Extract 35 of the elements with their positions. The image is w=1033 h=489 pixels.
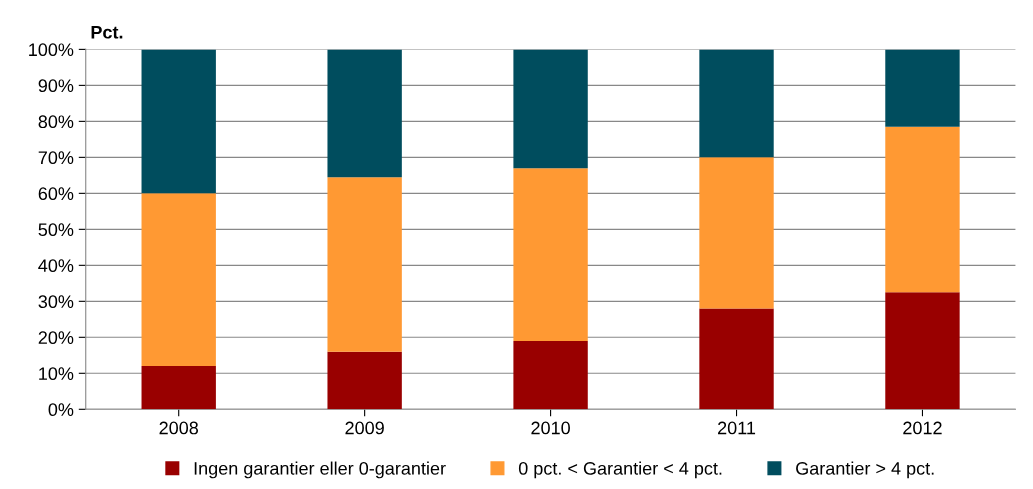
legend-label: Garantier > 4 pct. <box>796 461 934 479</box>
bar <box>141 193 216 367</box>
y-tick-label: 90% <box>38 79 74 93</box>
x-tick-label: 2010 <box>531 421 570 435</box>
bar <box>141 49 216 194</box>
legend-label: 0 pct. < Garantier < 4 pct. <box>518 461 722 479</box>
x-tick-label: 2011 <box>718 421 756 435</box>
bar <box>141 366 216 410</box>
x-tick-label: 2008 <box>159 421 199 435</box>
y-tick-label: 60% <box>38 187 74 201</box>
bar <box>885 126 960 293</box>
x-tick-label: 2009 <box>345 421 384 435</box>
bar <box>513 340 588 410</box>
bar <box>327 49 402 178</box>
y-tick-label: 0% <box>48 403 74 417</box>
y-tick-label: 40% <box>38 259 74 273</box>
x-tick-label: 2012 <box>903 421 942 435</box>
bar <box>699 308 774 410</box>
bar <box>885 49 960 127</box>
legend-label: Ingen garantier eller 0-garantier <box>194 461 446 479</box>
bar <box>699 49 774 158</box>
y-tick-label: 50% <box>38 223 74 237</box>
y-tick-label: 30% <box>38 295 74 309</box>
bar <box>699 157 774 309</box>
y-axis-title: Pct. <box>91 26 123 39</box>
bar <box>513 49 588 169</box>
bar <box>327 177 402 352</box>
y-tick-label: 10% <box>39 367 74 381</box>
bar <box>513 168 588 341</box>
bar <box>327 351 402 410</box>
bar <box>885 292 960 410</box>
y-tick-label: 80% <box>38 115 74 129</box>
y-tick-label: 100% <box>29 43 74 57</box>
y-tick-label: 70% <box>38 151 74 165</box>
y-tick-label: 20% <box>38 331 74 345</box>
